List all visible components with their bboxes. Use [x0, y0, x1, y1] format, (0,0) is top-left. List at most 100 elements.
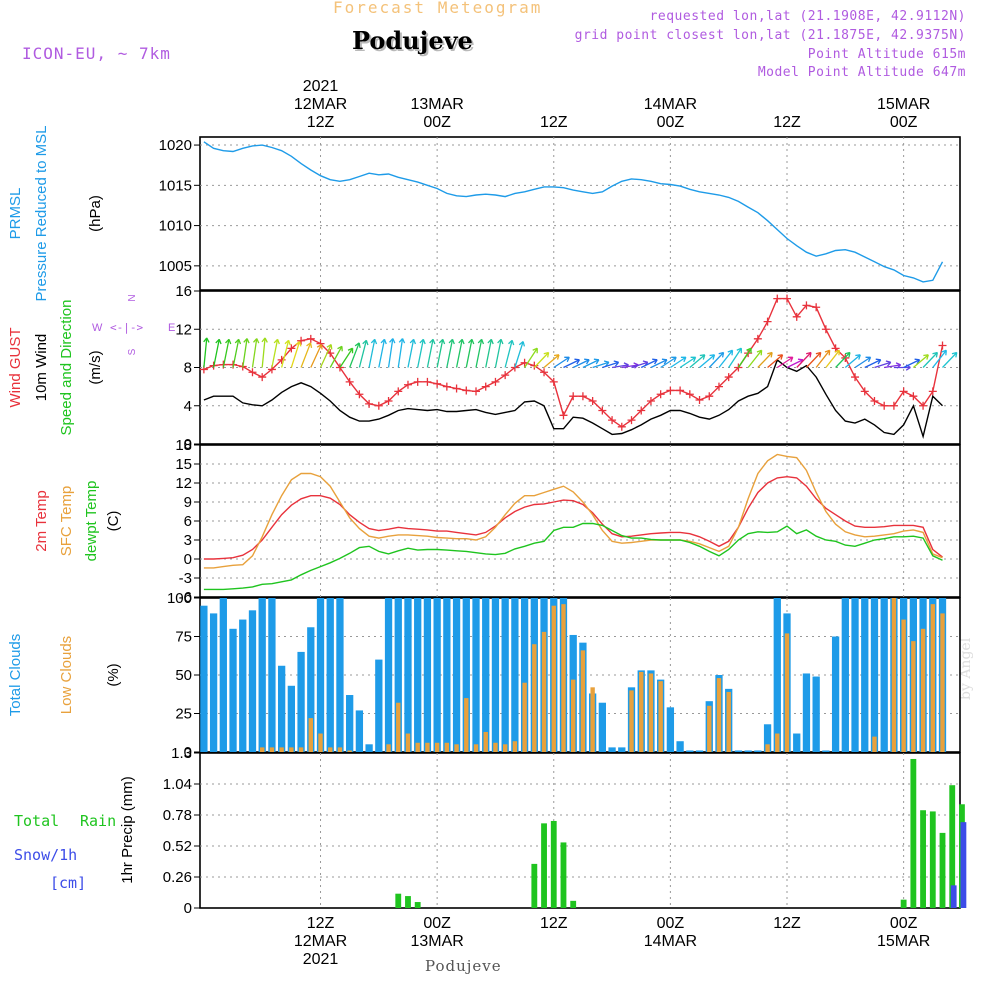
wind-arrow	[387, 338, 394, 368]
y-tick-label: -6	[179, 589, 192, 606]
y-tick-label: 18	[175, 437, 192, 454]
wind-arrow-head	[574, 358, 580, 365]
low-cloud-bar	[454, 744, 459, 752]
wind-arrow-head	[438, 338, 446, 345]
low-cloud-bar	[522, 682, 527, 752]
requested-coords: requested lon,lat (21.1908E, 42.9112N)	[649, 9, 966, 24]
y-tick-label: 0	[184, 551, 192, 568]
wind-arrow	[718, 349, 734, 368]
total-cloud-bar	[520, 598, 529, 752]
total-cloud-bar	[598, 702, 606, 752]
total-cloud-bar	[316, 598, 325, 752]
low-cloud-bar	[396, 702, 401, 752]
gust-marker	[685, 390, 694, 399]
low-cloud-bar	[872, 736, 877, 752]
wind-arrow	[815, 349, 831, 368]
wind-arrow	[874, 361, 891, 369]
gust-marker	[559, 411, 568, 420]
compass-arrow: <-|->	[110, 321, 143, 334]
wind-arrow-head	[885, 360, 892, 367]
gust-marker	[646, 396, 655, 405]
wind-arrow	[942, 352, 958, 368]
y-tick-label: 100	[167, 590, 192, 607]
wind-arrow-head	[419, 338, 426, 345]
wind-arrow-head	[746, 347, 752, 354]
wind-arrow-head	[429, 338, 436, 345]
total-cloud-bar	[200, 605, 208, 752]
gust-marker	[909, 392, 918, 401]
wind-arrow	[543, 354, 560, 368]
gust-marker	[374, 401, 383, 410]
y-tick-label: 12	[175, 321, 192, 338]
footer-station: Podujeve	[425, 957, 502, 975]
wind-arrow	[222, 339, 230, 368]
total-cloud-bar	[501, 598, 509, 752]
wind-arrow	[397, 338, 404, 368]
rain-bar	[414, 902, 421, 908]
gust-marker	[860, 387, 869, 396]
low-cloud-bar	[541, 631, 547, 752]
total-cloud-bar	[404, 598, 412, 752]
wind-arrow	[300, 342, 312, 368]
wind-arrow-head	[865, 356, 872, 363]
wind-arrow	[465, 339, 473, 368]
wind-arrow	[864, 359, 881, 369]
total-cloud-bar	[209, 613, 218, 752]
gust-marker	[705, 392, 714, 401]
gust-marker	[919, 401, 928, 410]
low-cloud-bar	[405, 733, 411, 752]
low-cloud-bar	[473, 744, 479, 752]
wind-arrow-head	[584, 358, 590, 365]
point-altitude: Point Altitude 615m	[807, 47, 966, 62]
y-axis-label: (C)	[105, 511, 122, 532]
gust-marker	[802, 301, 811, 310]
low-cloud-bar	[648, 673, 654, 752]
top-time-label: 15MAR	[877, 96, 930, 113]
series-line	[203, 358, 943, 440]
snow-legend: Snow/1h	[14, 846, 77, 864]
total-cloud-bar	[433, 598, 441, 752]
wind-arrow-head	[680, 356, 687, 363]
wind-arrow	[621, 364, 639, 369]
wind-arrow	[514, 341, 524, 368]
wind-arrow	[728, 347, 742, 368]
wind-arrow-head	[787, 356, 794, 363]
total-cloud-bar	[812, 676, 820, 752]
wind-arrow-head	[225, 338, 232, 345]
total-cloud-bar	[219, 598, 227, 752]
y-tick-label: 50	[175, 667, 192, 684]
total-cloud-bar	[491, 598, 500, 752]
wind-arrow	[932, 349, 947, 368]
wind-arrow	[319, 344, 332, 368]
wind-arrow-head	[671, 356, 677, 363]
rain-bar	[395, 893, 402, 908]
wind-arrow	[737, 347, 752, 368]
model-label: ICON-EU, ~ 7km	[22, 44, 171, 63]
wind-arrow	[407, 339, 415, 368]
low-cloud-bar	[298, 747, 304, 752]
wind-arrow	[271, 339, 279, 368]
y-axis-label: Total Clouds	[7, 634, 24, 717]
low-cloud-bar	[347, 750, 352, 752]
series-line	[203, 475, 943, 560]
total-cloud-bar	[277, 665, 286, 752]
rain-bar	[929, 811, 936, 908]
wind-arrow-head	[593, 358, 600, 365]
low-cloud-bar	[707, 705, 712, 752]
gust-marker	[870, 396, 879, 405]
compass-west: W	[92, 322, 103, 334]
y-tick-label: 9	[184, 494, 192, 511]
low-cloud-bar	[629, 690, 634, 752]
wind-arrow	[212, 339, 220, 368]
total-cloud-bar	[618, 747, 626, 752]
rain-bar	[570, 900, 577, 908]
wind-arrow	[611, 364, 629, 369]
compass-south: S	[127, 348, 138, 355]
y-axis-label: dewpt Temp	[83, 481, 100, 562]
gust-marker	[695, 396, 704, 405]
total-cloud-bar	[511, 598, 519, 752]
y-tick-label: 1.04	[163, 776, 192, 793]
total-cloud-bar	[472, 598, 480, 752]
wind-arrow-head	[709, 354, 716, 360]
wind-arrow-head	[834, 349, 841, 356]
